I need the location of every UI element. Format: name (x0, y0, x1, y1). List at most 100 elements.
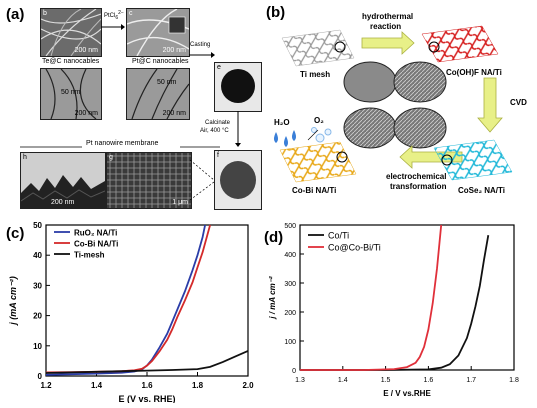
sublabel-e: e (217, 64, 221, 71)
membrane-label: Pt nanowire membrane (86, 140, 159, 147)
scale-d2: 200 nm (74, 110, 98, 117)
disk-photo-e: e (214, 62, 262, 112)
micro-image-g: g 1 μm (106, 152, 192, 209)
water-drop-icon (284, 136, 288, 147)
ptcl-label: PtCl62− (104, 10, 124, 21)
y-tick-label: 50 (33, 221, 42, 230)
y-tick-label: 500 (284, 223, 296, 230)
y-tick-label: 400 (284, 252, 296, 259)
micro-image-b: b 200 nm (40, 8, 102, 57)
o2-arrow (307, 129, 319, 141)
cose2-zoom-circle (441, 154, 453, 166)
micro-image-d: 50 nm 200 nm (40, 68, 102, 120)
cooh-zoom-circle (428, 41, 440, 53)
arrow-calcinate (235, 111, 241, 147)
cvd-label: CVD (510, 98, 527, 107)
gray-disk (220, 161, 256, 199)
sem-cobi (343, 107, 397, 149)
x-tick-label: 1.5 (381, 377, 391, 384)
sem-ti-mesh (343, 61, 397, 103)
scale-b: 200 nm (74, 47, 98, 54)
micro-image-c: c 200 nm (126, 8, 190, 57)
series-line-0 (300, 235, 490, 371)
nanocable-texture (45, 69, 97, 119)
sublabel-c: c (129, 10, 133, 17)
scale-d1: 50 nm (61, 89, 81, 96)
sublabel-b: b (43, 10, 47, 17)
series-line-1 (45, 224, 211, 374)
x-tick-label: 1.8 (509, 377, 519, 384)
cooh-label: Co(OH)F NA/Ti (446, 68, 502, 77)
sem-cooh (393, 61, 447, 103)
bubble-icon (315, 133, 325, 143)
scale-g: 1 μm (172, 199, 188, 206)
y-tick-label: 40 (33, 251, 42, 260)
x-tick-label: 1.7 (466, 377, 476, 384)
ti-mesh-zoom-circle (334, 41, 346, 53)
panel-a-label: (a) (6, 6, 25, 23)
x-tick-label: 2.0 (242, 381, 254, 390)
panel-c: (c) 1.2 1.4 1.6 1.8 2.0 0 10 20 30 40 50 E (V vs. RH… (0, 218, 262, 404)
electro-label-2: transformation (390, 182, 447, 191)
chart-c: (c) 1.2 1.4 1.6 1.8 2.0 0 10 20 30 40 50 E (V vs. RH… (6, 221, 254, 404)
y-tick-label: 10 (33, 342, 42, 351)
synthesis-scheme (274, 25, 513, 183)
cooh-mesh-shape (421, 25, 499, 63)
cose2-mesh-shape (433, 139, 513, 181)
x-tick-label: 1.6 (141, 381, 153, 390)
membrane-texture (21, 175, 105, 208)
black-disk (221, 69, 255, 103)
ptcl-sub: 6 (115, 15, 119, 22)
y-tick-label: 300 (284, 281, 296, 288)
cvd-arrow (477, 77, 503, 133)
scale-c: 200 nm (162, 47, 186, 54)
y-tick-label: 20 (33, 312, 42, 321)
y-tick-label: 100 (284, 339, 296, 346)
legend-label-2: Ti-mesh (74, 251, 105, 260)
cobi-zoom-circle (336, 151, 348, 163)
scale-h: 200 nm (51, 199, 75, 206)
legend-label-0: Co/Ti (328, 231, 349, 241)
panel-d: (d) 1.3 1.4 1.5 1.6 1.7 1.8 0 100 200 300 400 500 E /… (262, 218, 537, 403)
calcinate-label: Calcinate (205, 120, 231, 126)
chart-d: (d) 1.3 1.4 1.5 1.6 1.7 1.8 0 100 200 300 400 500 E /… (264, 223, 519, 398)
scale-d4: 200 nm (162, 110, 186, 117)
x-axis-label: E / V vs.RHE (383, 389, 431, 398)
sem-cose2 (393, 107, 447, 149)
calcinate-conditions: Air, 400 °C (200, 128, 229, 134)
nanocable-texture (41, 9, 101, 56)
cobi-mesh-shape (279, 141, 357, 183)
y-axis-label: j (mA cm⁻²) (8, 276, 18, 325)
te-c-label: Te@C nanocables (42, 58, 100, 65)
y-tick-label: 200 (284, 310, 296, 317)
water-drop-icon (292, 130, 296, 141)
x-tick-label: 1.6 (424, 377, 434, 384)
y-tick-label: 0 (38, 372, 43, 381)
arrow-ptcl (101, 24, 125, 30)
legend-label-0: RuO₂ NA/Ti (74, 229, 117, 238)
nanocable-texture (127, 9, 189, 56)
ptcl-sup: 2− (118, 10, 124, 16)
panel-b: (b) (262, 0, 537, 215)
sublabel-h: h (23, 154, 27, 161)
casting-label: Casting (190, 42, 211, 48)
reaction-label: reaction (370, 22, 402, 31)
membrane-texture (107, 153, 191, 208)
x-tick-label: 1.8 (192, 381, 204, 390)
x-tick-label: 1.2 (40, 381, 52, 390)
panel-a: (a) b 200 nm Te@C nanocables PtCl62− c 2… (0, 0, 262, 215)
disk-photo-f: f (214, 150, 262, 210)
nanocable-texture (131, 69, 189, 119)
x-tick-label: 1.3 (295, 377, 305, 384)
series-line-0 (45, 224, 206, 376)
panel-b-label: (b) (266, 4, 286, 21)
bubble-icon (311, 127, 317, 133)
dashed-link (190, 160, 215, 200)
y-tick-label: 30 (33, 281, 42, 290)
micro-image-h: h 200 nm (20, 152, 106, 209)
x-axis-label: E (V vs. RHE) (118, 394, 175, 403)
micro-image-d2: 50 nm 200 nm (126, 68, 190, 120)
arrow-membrane (20, 146, 220, 148)
cobi-label: Co-Bi NA/Ti (292, 186, 337, 195)
y-axis-label: j / mA cm⁻² (268, 276, 277, 319)
